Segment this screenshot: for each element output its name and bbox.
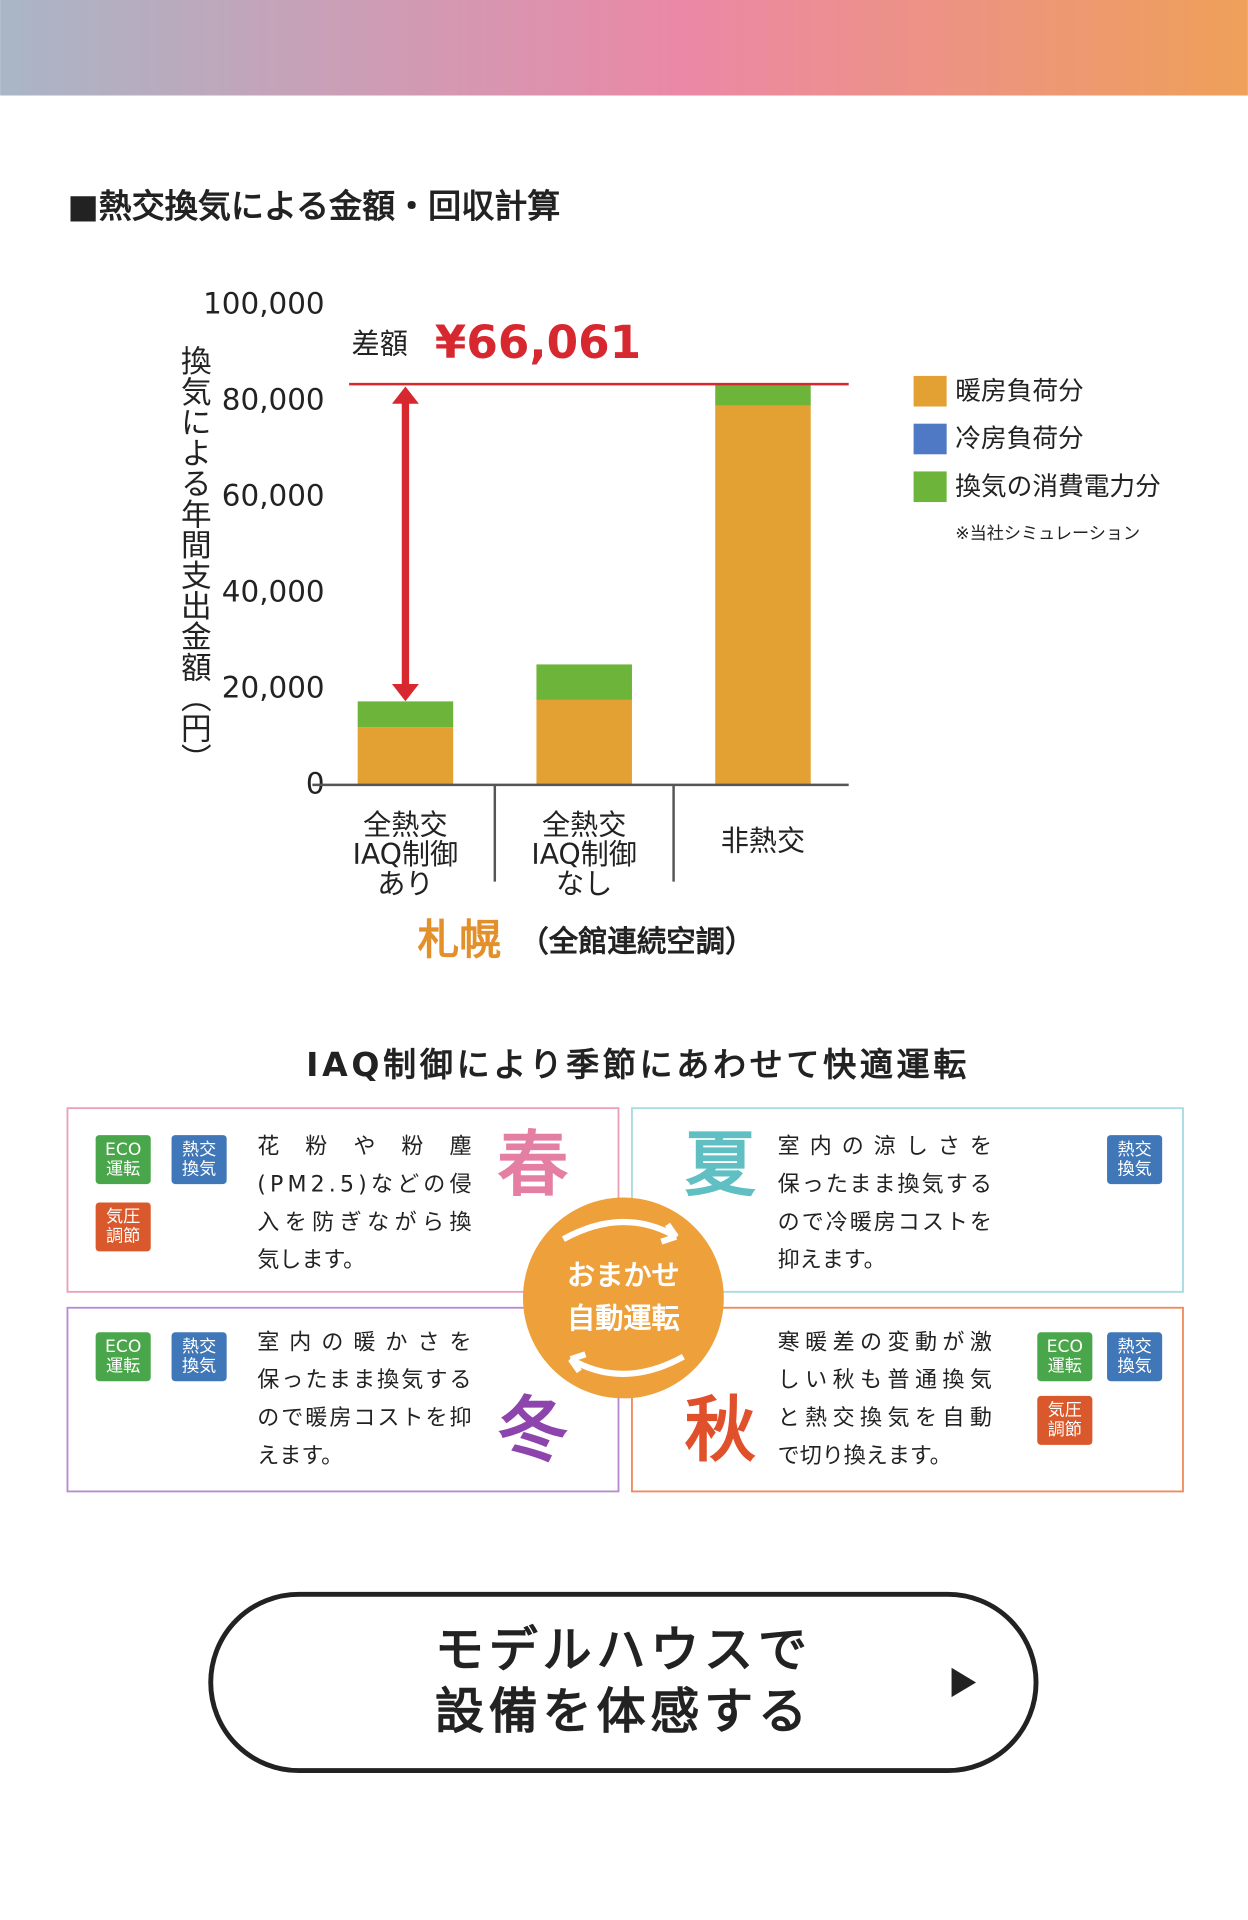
season-name: 冬	[497, 1389, 568, 1472]
badge-text: 運転	[1048, 1357, 1082, 1377]
legend-label: 暖房負荷分	[955, 376, 1084, 406]
card-text: で切り換えます。	[778, 1444, 952, 1469]
legend-swatch	[913, 375, 947, 407]
card-text: 保ったまま換気する	[257, 1368, 471, 1393]
badge-text: 運転	[106, 1357, 140, 1377]
center-circle	[522, 1197, 724, 1399]
badge	[1107, 1332, 1163, 1382]
y-tick-label: 20,000	[222, 670, 325, 704]
badge-text: ECO	[105, 1337, 141, 1357]
button-text[interactable]: モデルハウスで	[435, 1622, 812, 1679]
button-arrow[interactable]	[951, 1667, 977, 1698]
x-tick-label: 全熱交 IAQ制御あり	[353, 809, 459, 901]
center-text: 自動運転	[567, 1302, 680, 1335]
legend-swatch	[913, 423, 947, 455]
card-text: 室内の暖かさを	[257, 1330, 471, 1355]
badge	[1037, 1395, 1093, 1445]
badge-text: 調節	[1048, 1420, 1082, 1440]
badge-text: 換気	[1117, 1357, 1151, 1377]
x-axis-title: 札幌	[418, 915, 502, 964]
card-text: ので暖房コストを抑	[257, 1406, 471, 1431]
bar-segment	[536, 664, 632, 700]
cycle-arrow	[568, 1351, 685, 1377]
bar-segment	[715, 384, 811, 406]
badge-text: ECO	[1047, 1337, 1083, 1357]
y-tick-label: 100,000	[203, 286, 324, 320]
badge-text: 運転	[106, 1159, 140, 1179]
badge-text: 熱交	[1117, 1337, 1151, 1357]
bar-segment	[357, 701, 454, 728]
y-tick-label: 60,000	[222, 478, 325, 512]
difference-arrow	[391, 386, 419, 702]
seasons-title: IAQ制御により季節にあわせて快適運転	[306, 1045, 970, 1084]
chart-note: ※当社シミュレーション	[955, 524, 1140, 544]
annotation-value: ¥66,061	[435, 316, 641, 369]
badge-text: 換気	[1117, 1159, 1151, 1179]
badge-text: 気圧	[1048, 1401, 1082, 1421]
season-card	[66, 1306, 620, 1493]
x-tick-label: 非熱交	[721, 824, 805, 857]
badge-text: 換気	[182, 1159, 216, 1179]
x-tick-label: 全熱交 IAQ制御なし	[531, 809, 637, 901]
cycle-arrow	[561, 1218, 679, 1245]
badge	[95, 1202, 151, 1252]
badge	[95, 1135, 151, 1185]
card-text: 室内の涼しさを	[778, 1134, 992, 1159]
badge-text: 熱交	[182, 1140, 216, 1160]
season-name: 夏	[685, 1123, 757, 1206]
badge-text: 換気	[182, 1357, 216, 1377]
cta-button[interactable]: モデルハウスで 設備を体感する	[208, 1591, 1039, 1774]
button-text[interactable]: 設備を体感する	[435, 1683, 812, 1740]
card-text: 抑えます。	[778, 1248, 886, 1273]
header-band	[0, 0, 1248, 96]
badge-text: ECO	[105, 1140, 141, 1160]
annotation-label: 差額	[352, 327, 408, 360]
button-frame[interactable]	[208, 1591, 1039, 1774]
card-text: えます。	[257, 1444, 343, 1469]
card-text: ので冷暖房コストを	[778, 1210, 992, 1235]
y-axis-title: 換気による年間支出金額（円）	[175, 345, 211, 774]
bar-segment	[536, 699, 632, 785]
legend-label: 冷房負荷分	[955, 424, 1084, 454]
section-title: ■熱交換気による金額・回収計算	[67, 187, 560, 226]
y-tick-label: 80,000	[222, 382, 325, 416]
badge-text: 気圧	[106, 1207, 140, 1227]
season-name: 春	[497, 1123, 568, 1206]
legend-swatch	[913, 471, 947, 503]
badge-text: 熱交	[1117, 1140, 1151, 1160]
season-name: 秋	[685, 1389, 756, 1472]
legend-label: 換気の消費電力分	[955, 472, 1161, 502]
badge-text: 調節	[106, 1227, 140, 1247]
y-tick-label: 40,000	[222, 574, 325, 608]
season-card	[631, 1107, 1184, 1293]
bar-segment	[357, 727, 454, 785]
badge-text: 熱交	[182, 1337, 216, 1357]
badge	[1107, 1135, 1163, 1185]
card-text: 保ったまま換気する	[778, 1172, 992, 1197]
badge	[171, 1332, 227, 1382]
x-axis-note: （全館連続空調）	[519, 924, 754, 958]
badge	[95, 1332, 151, 1382]
card-text: 気します。	[257, 1248, 365, 1273]
y-tick-label: 0	[306, 766, 325, 800]
badge	[1037, 1332, 1093, 1382]
bar-segment	[715, 405, 811, 785]
card-text: (PM2.5)などの侵	[257, 1172, 471, 1197]
badge	[171, 1135, 227, 1185]
center-text: おまかせ	[567, 1259, 680, 1292]
season-card	[66, 1107, 620, 1293]
